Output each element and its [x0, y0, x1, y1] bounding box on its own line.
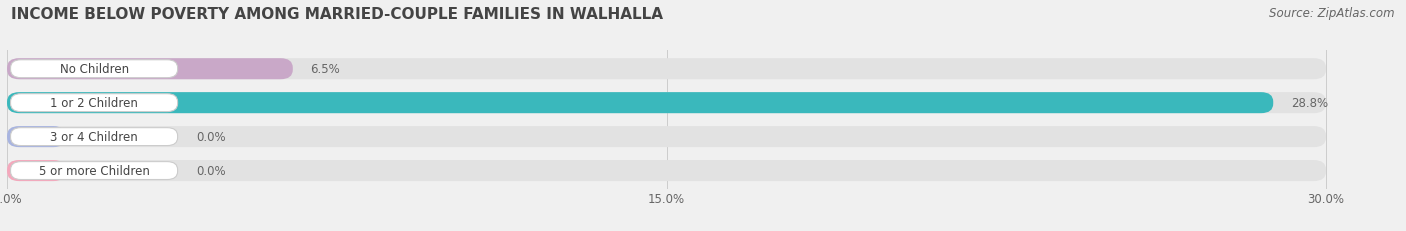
FancyBboxPatch shape [7, 160, 1326, 181]
FancyBboxPatch shape [11, 94, 177, 112]
FancyBboxPatch shape [7, 127, 66, 148]
FancyBboxPatch shape [7, 127, 1326, 148]
Text: 0.0%: 0.0% [195, 131, 226, 143]
FancyBboxPatch shape [11, 162, 177, 180]
FancyBboxPatch shape [11, 128, 177, 146]
Text: 5 or more Children: 5 or more Children [38, 164, 149, 177]
FancyBboxPatch shape [7, 59, 1326, 80]
FancyBboxPatch shape [7, 93, 1326, 114]
Text: 0.0%: 0.0% [195, 164, 226, 177]
Text: Source: ZipAtlas.com: Source: ZipAtlas.com [1270, 7, 1395, 20]
Text: 6.5%: 6.5% [311, 63, 340, 76]
Text: 1 or 2 Children: 1 or 2 Children [51, 97, 138, 110]
Text: INCOME BELOW POVERTY AMONG MARRIED-COUPLE FAMILIES IN WALHALLA: INCOME BELOW POVERTY AMONG MARRIED-COUPL… [11, 7, 664, 22]
FancyBboxPatch shape [7, 59, 292, 80]
Text: 28.8%: 28.8% [1291, 97, 1327, 110]
FancyBboxPatch shape [7, 93, 1274, 114]
Text: 3 or 4 Children: 3 or 4 Children [51, 131, 138, 143]
Text: No Children: No Children [59, 63, 128, 76]
FancyBboxPatch shape [11, 61, 177, 78]
FancyBboxPatch shape [7, 160, 66, 181]
